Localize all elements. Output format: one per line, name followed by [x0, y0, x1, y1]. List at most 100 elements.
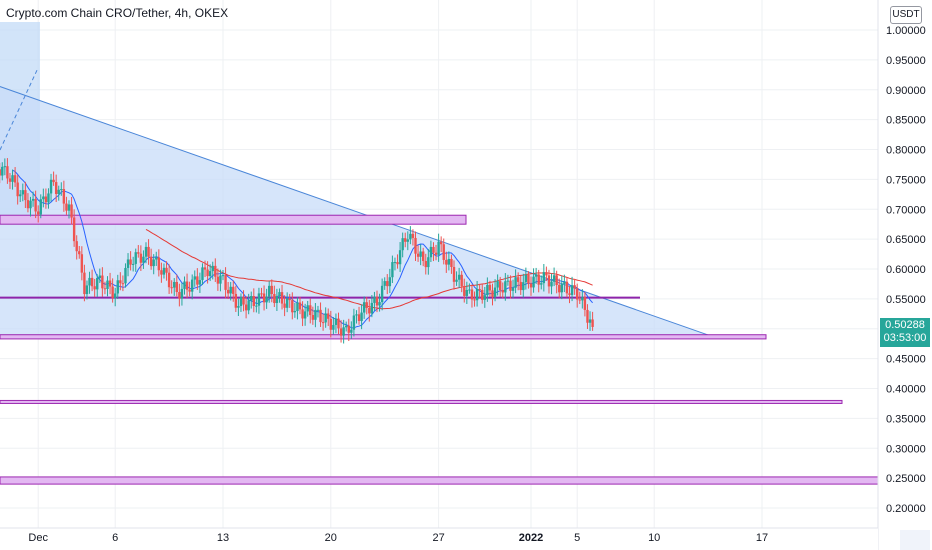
candle-body — [52, 179, 55, 183]
time-tick-label: 13 — [217, 532, 229, 544]
candle-body — [483, 295, 486, 300]
candle-body — [119, 280, 122, 284]
candle-body — [427, 257, 430, 268]
candle-body — [529, 283, 533, 288]
time-axis-bg — [0, 528, 878, 550]
candle-body — [406, 239, 409, 242]
supply-zone — [0, 214, 467, 225]
candle-body — [96, 277, 99, 290]
candle-body — [347, 325, 350, 333]
candle-body — [167, 272, 171, 288]
candle-body — [527, 274, 530, 284]
candle-body — [506, 280, 510, 282]
candle-body — [473, 299, 476, 301]
candle-body — [98, 275, 101, 278]
currency-unit-button[interactable]: USDT — [890, 6, 922, 24]
candle-body — [211, 265, 214, 272]
candle-body — [42, 196, 45, 200]
candle-body — [1, 166, 4, 176]
candle-body — [301, 309, 304, 319]
candle-body — [54, 182, 58, 194]
candle-body — [409, 233, 412, 240]
candle-body — [198, 280, 202, 285]
candle-body — [373, 296, 376, 303]
candle-body — [67, 204, 71, 211]
price-tick-label: 1.00000 — [886, 25, 926, 37]
candle-body — [496, 281, 499, 288]
candle-body — [401, 238, 404, 251]
candle-body — [468, 289, 471, 291]
candle-body — [232, 286, 235, 294]
candle-body — [511, 287, 515, 291]
candle-body — [378, 302, 381, 306]
candle-body — [368, 307, 371, 314]
candle-body — [108, 280, 112, 287]
candle-body — [11, 175, 14, 182]
candle-body — [457, 274, 461, 280]
candle-body — [537, 274, 540, 285]
candle-body — [178, 292, 181, 299]
candle-body — [357, 314, 361, 321]
candle-body — [188, 289, 191, 292]
candle-body — [460, 274, 463, 287]
candle-body — [516, 277, 520, 282]
candle-body — [149, 256, 153, 267]
candle-body — [129, 259, 132, 265]
candle-body — [101, 275, 104, 289]
candle-body — [481, 289, 484, 300]
candle-body — [388, 277, 392, 287]
candle-body — [39, 199, 42, 215]
candle-body — [16, 182, 19, 197]
candle-body — [60, 189, 63, 191]
candle-body — [268, 285, 271, 297]
candle-body — [26, 200, 30, 209]
price-tick-label: 0.25000 — [886, 473, 926, 485]
candle-body — [226, 289, 230, 294]
candle-body — [201, 267, 204, 281]
candle-body — [522, 282, 525, 291]
demand-zone-3 — [0, 476, 879, 485]
candle-body — [242, 297, 245, 305]
candle-body — [85, 285, 89, 295]
time-tick-label: 10 — [648, 532, 660, 544]
price-tick-label: 0.65000 — [886, 234, 926, 246]
candle-body — [396, 262, 399, 265]
candle-body — [80, 254, 84, 273]
candle-body — [345, 325, 348, 328]
price-tick-label: 0.75000 — [886, 174, 926, 186]
candle-body — [437, 241, 440, 255]
candle-body — [450, 258, 453, 267]
candle-body — [545, 272, 548, 276]
candle-body — [3, 166, 7, 168]
candle-body — [291, 300, 294, 313]
candle-body — [24, 190, 27, 201]
candle-body — [265, 296, 268, 303]
candle-body — [422, 251, 425, 262]
candle-body — [157, 257, 161, 271]
price-tick-label: 0.20000 — [886, 503, 926, 515]
candle-body — [298, 302, 302, 310]
candle-body — [180, 288, 184, 299]
candle-body — [445, 259, 448, 265]
candle-body — [147, 246, 150, 257]
candle-body — [257, 293, 261, 306]
candle-body — [288, 298, 291, 301]
candle-body — [47, 193, 50, 203]
candle-body — [588, 319, 592, 323]
candle-body — [434, 252, 438, 255]
time-tick-label: 2022 — [519, 532, 543, 544]
candle-body — [142, 256, 145, 263]
time-tick-label: 20 — [325, 532, 337, 544]
price-tick-label: 0.85000 — [886, 115, 926, 127]
candle-body — [13, 175, 17, 183]
candle-body — [447, 258, 451, 265]
candle-body — [162, 267, 166, 275]
last-price: 0.50288 — [885, 319, 925, 331]
candle-body — [62, 189, 66, 204]
candle-body — [524, 274, 528, 283]
candle-body — [581, 297, 584, 301]
candle-body — [404, 238, 407, 242]
candle-body — [321, 322, 325, 324]
candle-body — [360, 312, 363, 321]
